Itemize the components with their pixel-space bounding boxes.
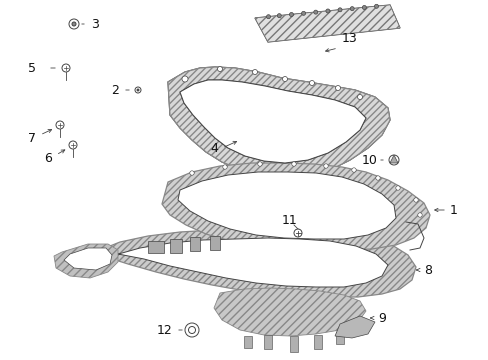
Circle shape [257, 162, 262, 166]
Bar [264, 335, 271, 349]
Circle shape [252, 69, 257, 75]
Text: 8: 8 [423, 264, 431, 276]
Bar [170, 239, 182, 253]
Circle shape [301, 11, 305, 15]
Circle shape [335, 86, 340, 90]
Circle shape [293, 229, 302, 237]
Circle shape [72, 22, 76, 26]
Bar [244, 336, 251, 348]
Circle shape [413, 198, 417, 202]
Text: 4: 4 [210, 141, 218, 154]
Text: 1: 1 [449, 203, 457, 216]
Circle shape [374, 4, 378, 8]
Polygon shape [180, 80, 365, 163]
Circle shape [188, 327, 195, 333]
Text: 9: 9 [377, 311, 385, 324]
Circle shape [189, 171, 194, 175]
Polygon shape [389, 155, 397, 163]
Polygon shape [214, 288, 365, 336]
Polygon shape [54, 244, 118, 278]
Polygon shape [168, 67, 389, 178]
Circle shape [309, 81, 314, 86]
Circle shape [289, 13, 293, 17]
Circle shape [395, 186, 399, 190]
Circle shape [137, 89, 139, 91]
Bar [190, 237, 200, 251]
Circle shape [277, 14, 281, 18]
Circle shape [135, 87, 141, 93]
Circle shape [56, 121, 64, 129]
Circle shape [62, 64, 70, 72]
Polygon shape [100, 229, 415, 297]
Circle shape [323, 164, 327, 168]
Circle shape [351, 168, 355, 172]
Polygon shape [162, 163, 429, 250]
Text: 11: 11 [282, 213, 297, 226]
Bar [313, 335, 321, 349]
Circle shape [362, 5, 366, 9]
Bar [351, 324, 359, 334]
Circle shape [388, 155, 398, 165]
Circle shape [417, 213, 421, 217]
Text: 10: 10 [361, 153, 377, 166]
Bar [148, 241, 163, 253]
Polygon shape [115, 238, 387, 287]
Circle shape [337, 8, 341, 12]
Polygon shape [254, 5, 399, 42]
Circle shape [313, 10, 317, 14]
Text: 5: 5 [28, 62, 36, 75]
Circle shape [266, 15, 270, 19]
Polygon shape [334, 316, 374, 338]
Polygon shape [64, 248, 112, 270]
Text: 6: 6 [44, 152, 52, 165]
Polygon shape [254, 5, 399, 42]
Circle shape [184, 323, 199, 337]
Circle shape [325, 9, 329, 13]
Polygon shape [168, 67, 389, 178]
Circle shape [375, 176, 380, 180]
Text: 12: 12 [157, 324, 173, 337]
Text: 7: 7 [28, 131, 36, 144]
Circle shape [217, 67, 222, 72]
Circle shape [282, 77, 287, 81]
Bar [289, 336, 297, 352]
Circle shape [349, 6, 353, 11]
Circle shape [223, 165, 227, 169]
Text: 2: 2 [111, 84, 119, 96]
Text: 3: 3 [91, 18, 99, 31]
Circle shape [182, 76, 187, 82]
Polygon shape [178, 172, 395, 239]
Bar [209, 236, 220, 250]
Bar [335, 332, 343, 344]
Circle shape [69, 141, 77, 149]
Circle shape [69, 19, 79, 29]
Circle shape [357, 95, 362, 99]
Polygon shape [180, 80, 365, 163]
Circle shape [291, 162, 296, 166]
Text: 13: 13 [342, 32, 357, 45]
